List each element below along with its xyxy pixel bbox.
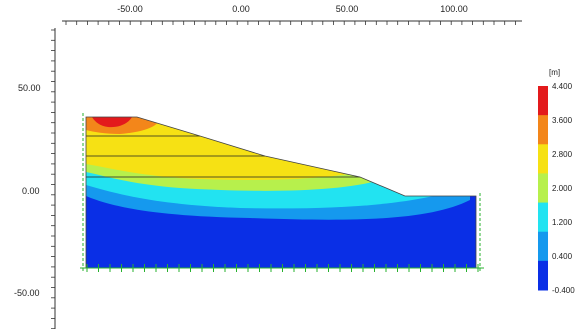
displacement-contours [86, 117, 476, 268]
legend-swatch [538, 144, 548, 174]
legend-labels: 4.400 3.600 2.800 2.000 1.200 0.400 -0.400 [552, 82, 575, 295]
legend-swatch [538, 260, 548, 291]
legend-colorbar [538, 86, 548, 291]
legend-value-label: 2.000 [552, 184, 573, 193]
y-minor-ticks [51, 29, 55, 329]
legend-value-label: 0.400 [552, 252, 573, 261]
x-tick-label: -50.00 [117, 4, 143, 14]
legend-value-label: -0.400 [552, 286, 575, 295]
legend-value-label: 3.600 [552, 116, 573, 125]
x-tick-label: 50.00 [336, 4, 359, 14]
y-tick-label: -50.00 [14, 288, 40, 298]
legend-value-label: 4.400 [552, 82, 573, 91]
x-tick-label: 0.00 [232, 4, 250, 14]
contour-band-red [92, 117, 132, 128]
legend: [m] 4.400 3.600 2.800 2.000 1.200 0.400 -0.400 [538, 68, 575, 295]
legend-swatch [538, 173, 548, 204]
y-ruler: 50.00 0.00 -50.00 [14, 28, 56, 329]
legend-swatch [538, 202, 548, 233]
legend-value-label: 2.800 [552, 150, 573, 159]
legend-swatch [538, 231, 548, 262]
x-minor-ticks [65, 21, 516, 25]
legend-value-label: 1.200 [552, 218, 573, 227]
legend-swatch [538, 115, 548, 145]
boundary-condition-markers [80, 113, 484, 272]
y-tick-label: 50.00 [18, 83, 41, 93]
x-ruler: -50.00 0.00 50.00 100.00 [62, 4, 522, 25]
legend-unit: [m] [549, 68, 560, 77]
legend-swatch [538, 86, 548, 116]
x-tick-label: 100.00 [440, 4, 468, 14]
y-tick-label: 0.00 [22, 186, 40, 196]
